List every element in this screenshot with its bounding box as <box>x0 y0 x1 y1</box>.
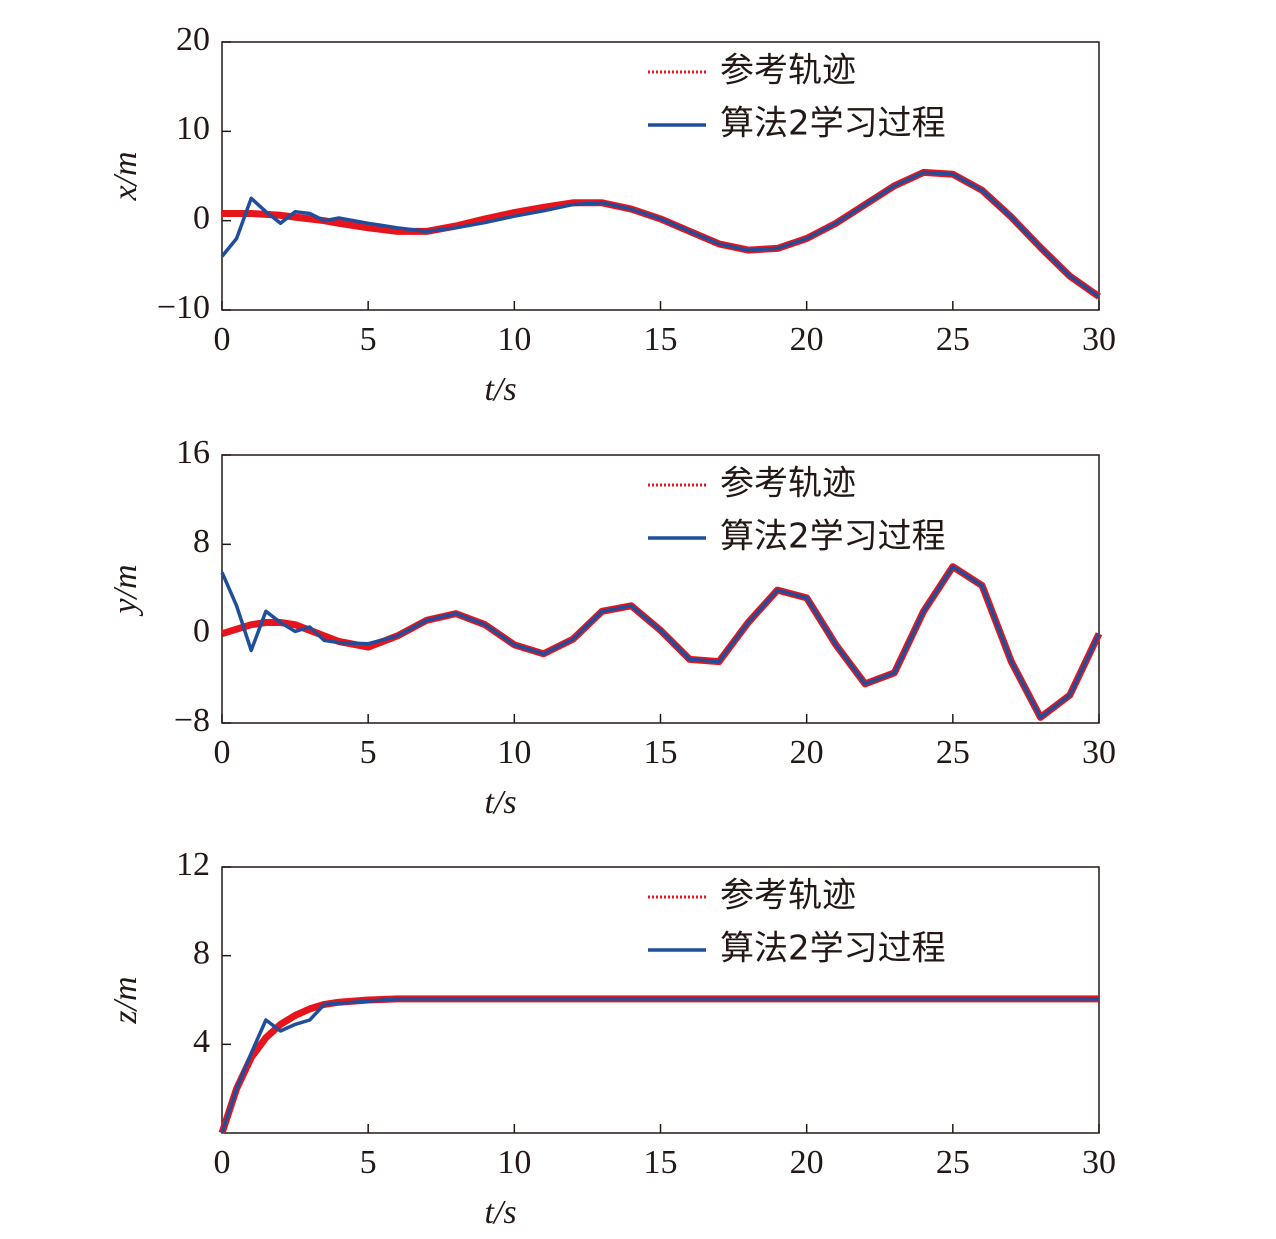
x-tick-label: 10 <box>497 1144 531 1181</box>
x-tick-label: 25 <box>936 1144 970 1181</box>
plot-frame <box>221 454 1100 724</box>
x-tick-label: 0 <box>214 1144 231 1181</box>
x-axis-label: t/s <box>484 1194 516 1231</box>
x-tick-label: 10 <box>497 734 531 771</box>
x-tick-label: 20 <box>790 1144 824 1181</box>
x-tick-label: 5 <box>360 734 377 771</box>
x-tick-label: 20 <box>790 734 824 771</box>
y-tick-label: −10 <box>157 289 210 326</box>
x-tick-label: 0 <box>214 321 231 358</box>
series-line <box>220 997 1099 1134</box>
legend-label: 算法2学习过程 <box>720 929 946 969</box>
x-axis-label: t/s <box>484 371 516 408</box>
y-tick-label: 8 <box>193 523 210 560</box>
x-tick-label: 5 <box>360 321 377 358</box>
x-tick-label: 15 <box>644 321 678 358</box>
y-tick-label: 8 <box>193 934 210 971</box>
y-tick-label: 4 <box>193 1023 210 1060</box>
legend-label: 算法2学习过程 <box>720 517 946 557</box>
x-tick-label: 20 <box>790 321 824 358</box>
x-tick-label: 15 <box>644 1144 678 1181</box>
x-tick-label: 5 <box>360 1144 377 1181</box>
series-line <box>220 170 1101 299</box>
x-tick-label: 30 <box>1082 321 1116 358</box>
y-tick-label: 20 <box>176 21 210 58</box>
y-axis-label: z/m <box>107 976 144 1024</box>
x-tick-label: 15 <box>644 734 678 771</box>
x-tick-label: 10 <box>497 321 531 358</box>
series-line <box>220 564 1101 720</box>
x-tick-label: 30 <box>1082 1144 1116 1181</box>
x-axis-label: t/s <box>484 784 516 821</box>
series-line <box>222 168 1102 300</box>
y-tick-label: 12 <box>176 846 210 883</box>
y-tick-label: −8 <box>174 702 210 739</box>
x-tick-label: 0 <box>214 734 231 771</box>
legend-label: 参考轨迹 <box>720 464 856 504</box>
y-axis-label: y/m <box>107 564 144 616</box>
legend-label: 算法2学习过程 <box>720 104 946 144</box>
legend-label: 参考轨迹 <box>720 51 856 91</box>
x-tick-label: 30 <box>1082 734 1116 771</box>
y-tick-label: 10 <box>176 110 210 147</box>
y-axis-label: x/m <box>107 151 144 201</box>
y-tick-label: 0 <box>193 199 210 236</box>
plot-frame <box>221 41 1100 311</box>
x-tick-label: 25 <box>936 734 970 771</box>
legend-label: 参考轨迹 <box>720 876 856 916</box>
y-tick-label: 0 <box>193 612 210 649</box>
x-tick-label: 25 <box>936 321 970 358</box>
series-line <box>218 995 1099 1135</box>
y-tick-label: 16 <box>176 434 210 471</box>
